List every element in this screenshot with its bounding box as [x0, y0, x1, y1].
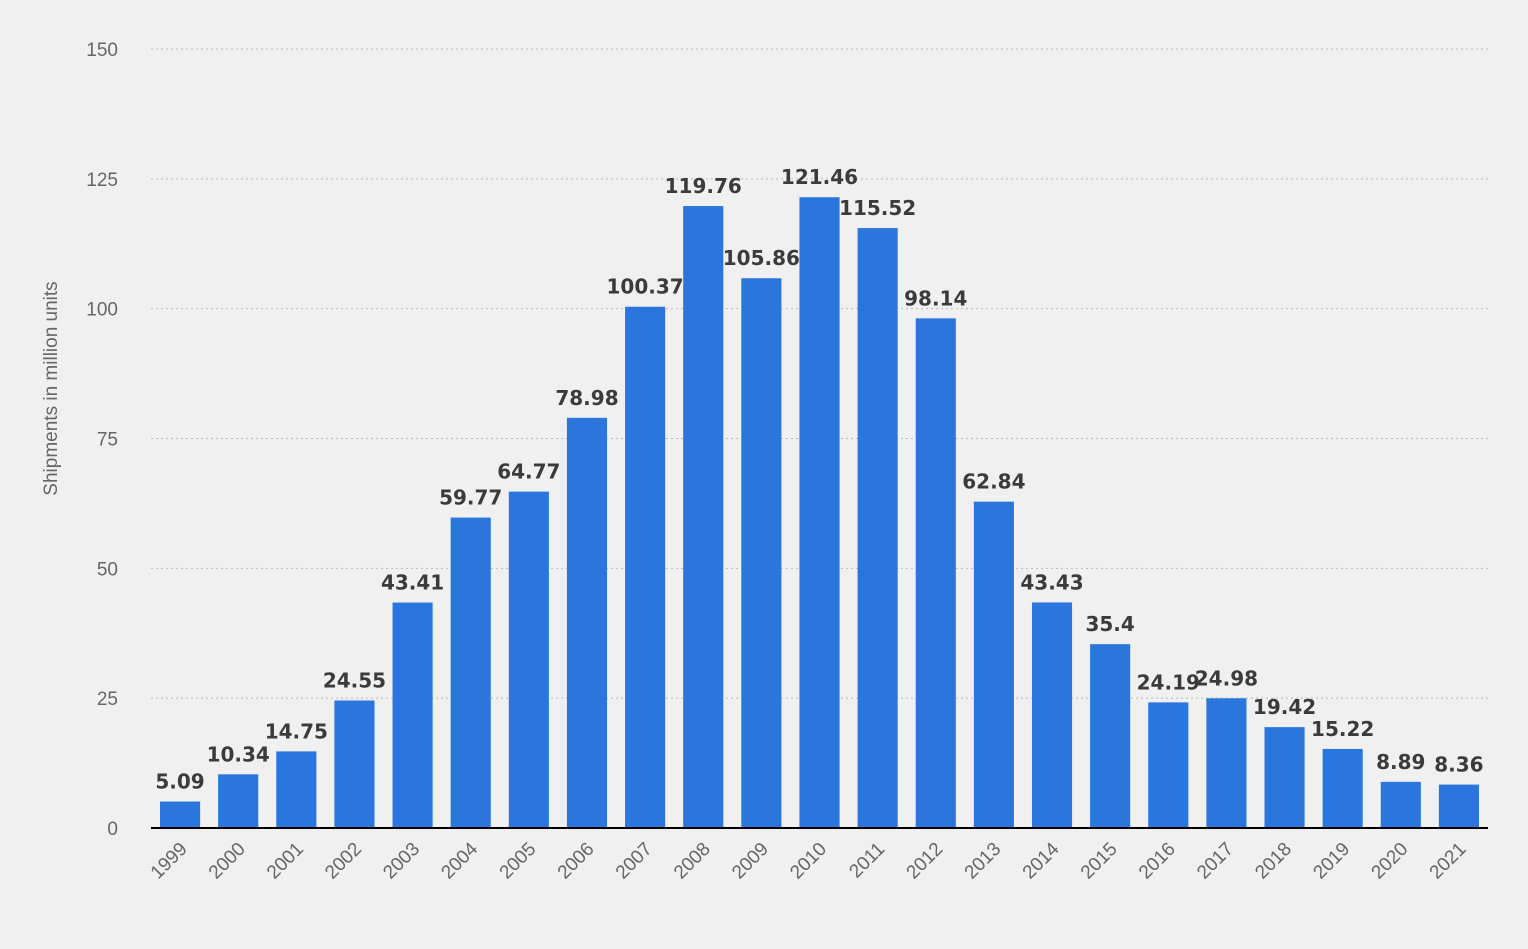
x-tick-label-2021: 2021: [1426, 839, 1471, 884]
x-tick-label-2019: 2019: [1309, 839, 1354, 884]
y-tick-label-0: 0: [107, 819, 118, 840]
data-label-1999: 5.09: [155, 770, 204, 794]
y-axis-ticks: 0 25 50 75 100 125 150: [86, 40, 118, 840]
bar-2000[interactable]: [218, 774, 259, 828]
data-label-2000: 10.34: [207, 742, 270, 766]
x-tick-label-2013: 2013: [961, 839, 1006, 884]
bar-2013[interactable]: [973, 501, 1014, 828]
data-label-2009: 105.86: [723, 246, 800, 270]
data-label-2004: 59.77: [439, 486, 502, 510]
x-tick-label-2012: 2012: [903, 839, 948, 884]
data-label-2015: 35.4: [1085, 612, 1134, 636]
bar-2012[interactable]: [915, 318, 956, 828]
bars: [160, 197, 1479, 829]
bar-2006[interactable]: [566, 417, 608, 828]
bar-2009[interactable]: [741, 278, 782, 828]
y-tick-label-25: 25: [97, 689, 118, 710]
bar-2003[interactable]: [392, 602, 433, 828]
data-label-2019: 15.22: [1311, 717, 1374, 741]
x-tick-label-2007: 2007: [612, 839, 657, 884]
x-tick-label-1999: 1999: [147, 839, 192, 884]
bar-2010[interactable]: [799, 197, 840, 829]
data-label-2008: 119.76: [665, 174, 742, 198]
y-tick-label-150: 150: [86, 40, 118, 61]
data-label-2012: 98.14: [904, 286, 967, 310]
data-label-2007: 100.37: [607, 275, 684, 299]
x-tick-label-2008: 2008: [670, 839, 715, 884]
x-tick-label-2016: 2016: [1135, 839, 1180, 884]
x-tick-label-2000: 2000: [205, 839, 250, 884]
x-tick-label-2005: 2005: [496, 839, 541, 884]
x-tick-label-2020: 2020: [1368, 839, 1413, 884]
x-tick-label-2014: 2014: [1019, 838, 1064, 883]
data-label-2001: 14.75: [265, 719, 328, 743]
data-label-2010: 121.46: [781, 165, 858, 189]
bar-2021[interactable]: [1438, 784, 1479, 828]
x-tick-label-2001: 2001: [263, 839, 308, 884]
data-label-2017: 24.98: [1195, 666, 1258, 690]
bar-2005[interactable]: [508, 491, 549, 828]
data-label-2020: 8.89: [1376, 750, 1425, 774]
data-label-2013: 62.84: [962, 470, 1025, 494]
x-tick-label-2003: 2003: [379, 839, 424, 884]
x-tick-label-2011: 2011: [845, 839, 889, 883]
y-tick-label-50: 50: [97, 559, 118, 580]
data-label-2014: 43.43: [1020, 570, 1083, 594]
data-label-2002: 24.55: [323, 669, 386, 693]
bar-2018[interactable]: [1264, 727, 1305, 828]
y-axis-title: Shipments in million units: [41, 281, 62, 495]
data-label-2016: 24.19: [1137, 670, 1200, 694]
x-tick-label-2018: 2018: [1251, 839, 1296, 884]
x-axis-ticks: 1999 2000 2001 2002 2003 2004 2005 2006 2007 2008…: [147, 838, 1471, 883]
bar-2015[interactable]: [1090, 644, 1131, 828]
bar-2020[interactable]: [1380, 781, 1421, 828]
bar-2017[interactable]: [1206, 698, 1247, 828]
data-label-2003: 43.41: [381, 571, 444, 595]
bar-2002[interactable]: [334, 700, 375, 828]
bar-2007[interactable]: [625, 306, 666, 829]
bar-2001[interactable]: [276, 751, 317, 828]
x-tick-label-2017: 2017: [1193, 839, 1238, 884]
bar-1999[interactable]: [160, 801, 201, 828]
x-tick-label-2006: 2006: [554, 839, 599, 884]
data-label-2018: 19.42: [1253, 695, 1316, 719]
y-tick-label-100: 100: [86, 300, 118, 321]
x-tick-label-2002: 2002: [321, 839, 366, 884]
x-tick-label-2010: 2010: [786, 839, 831, 884]
bar-2014[interactable]: [1031, 602, 1073, 828]
y-tick-label-125: 125: [86, 170, 118, 191]
bar-2004[interactable]: [450, 517, 491, 828]
bar-2008[interactable]: [683, 206, 724, 829]
bar-2016[interactable]: [1148, 702, 1189, 828]
data-label-2005: 64.77: [497, 460, 560, 484]
x-tick-label-2009: 2009: [728, 839, 773, 884]
data-label-2011: 115.52: [839, 196, 916, 220]
bar-2019[interactable]: [1322, 748, 1363, 828]
x-tick-label-2015: 2015: [1077, 839, 1122, 884]
y-tick-label-75: 75: [97, 430, 118, 451]
x-tick-label-2004: 2004: [438, 838, 483, 883]
data-label-2021: 8.36: [1434, 753, 1483, 777]
data-label-2006: 78.98: [555, 386, 618, 410]
bar-2011[interactable]: [857, 228, 898, 828]
